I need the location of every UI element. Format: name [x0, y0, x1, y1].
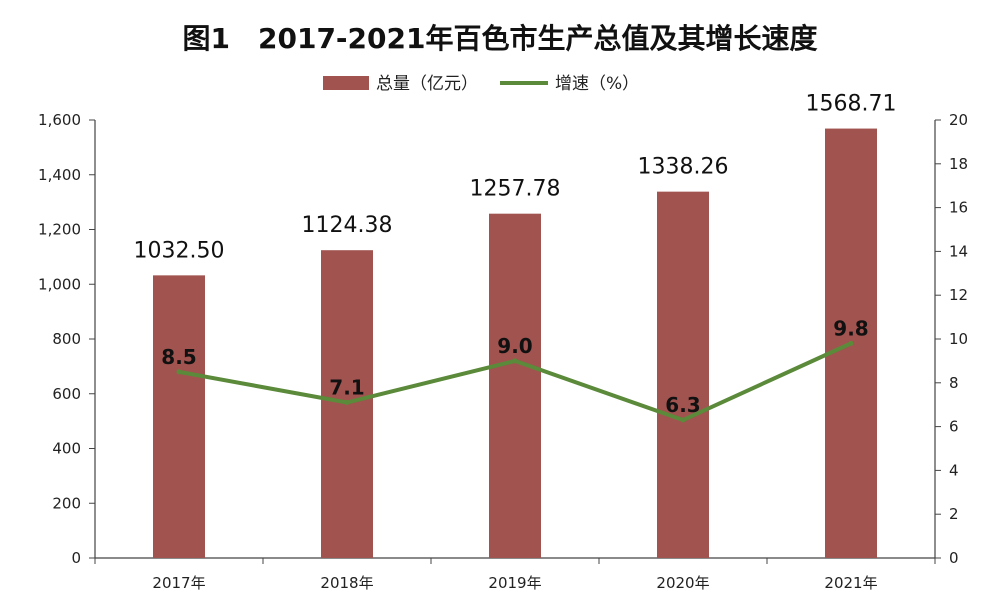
right-axis-tick-label: 6 — [949, 418, 959, 436]
legend: 总量（亿元） 增速（%） — [323, 74, 639, 94]
bar-value-label: 1568.71 — [806, 92, 897, 117]
line-point — [176, 369, 182, 375]
left-axis-tick-label: 1,400 — [38, 166, 81, 184]
right-axis-tick-label: 0 — [949, 549, 959, 567]
bar-value-label: 1257.78 — [470, 177, 561, 202]
right-axis-tick-label: 12 — [949, 286, 968, 304]
line-point — [680, 417, 686, 423]
x-axis-tick-label: 2017年 — [152, 574, 205, 592]
left-axis-tick-label: 600 — [52, 385, 81, 403]
right-axis-tick-label: 16 — [949, 199, 968, 217]
legend-label-line: 增速（%） — [555, 74, 639, 94]
right-axis-tick-label: 20 — [949, 111, 968, 129]
bar — [153, 275, 205, 558]
axes: 0 200 400 600 800 1,000 1,200 1,400 1,600 0 2 4 6 8 10… — [38, 111, 968, 592]
line-value-label: 8.5 — [161, 345, 196, 369]
left-axis-tick-label: 1,600 — [38, 111, 81, 129]
legend-label-bar: 总量（亿元） — [376, 74, 478, 94]
line-point — [344, 400, 350, 406]
line-value-label: 9.8 — [833, 316, 868, 340]
bar-value-label: 1338.26 — [638, 155, 729, 180]
line-point — [848, 340, 854, 346]
right-axis-tick-label: 8 — [949, 374, 959, 392]
left-axis-tick-label: 0 — [71, 549, 81, 567]
left-axis-tick-label: 800 — [52, 330, 81, 348]
right-axis-tick-label: 18 — [949, 155, 968, 173]
x-axis-tick-label: 2019年 — [488, 574, 541, 592]
left-axis-tick-label: 1,200 — [38, 221, 81, 239]
bar-value-label: 1032.50 — [134, 238, 225, 263]
left-axis-tick-label: 400 — [52, 440, 81, 458]
bar — [489, 213, 541, 558]
line-value-label: 7.1 — [329, 376, 364, 400]
left-axis-tick-label: 1,000 — [38, 275, 81, 293]
line-value-label: 9.0 — [497, 334, 532, 358]
bar — [657, 191, 709, 559]
right-axis-tick-label: 4 — [949, 461, 959, 479]
legend-swatch-bar — [323, 76, 369, 90]
chart-title: 图1 2017-2021年百色市生产总值及其增长速度 — [183, 22, 818, 55]
line-value-label: 6.3 — [665, 393, 700, 417]
data-labels: 1032.50 1124.38 1257.78 1338.26 1568.71 8.5 7.… — [134, 92, 897, 417]
line-series — [176, 340, 854, 423]
x-axis-tick-label: 2020年 — [656, 574, 709, 592]
left-axis-tick-label: 200 — [52, 494, 81, 512]
x-axis-tick-label: 2018年 — [320, 574, 373, 592]
line-point — [512, 358, 518, 364]
right-axis-tick-label: 14 — [949, 242, 968, 260]
right-axis-tick-label: 2 — [949, 505, 959, 523]
bar-value-label: 1124.38 — [302, 213, 393, 238]
x-axis-tick-label: 2021年 — [824, 574, 877, 592]
right-axis-tick-label: 10 — [949, 330, 968, 348]
